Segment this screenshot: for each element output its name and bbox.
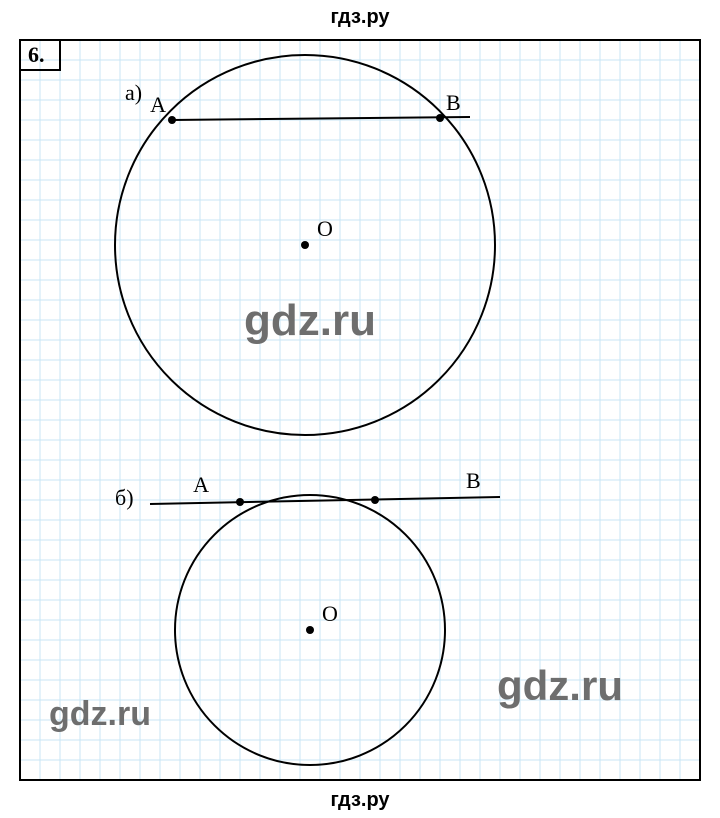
- intersection-2-b: [371, 496, 379, 504]
- watermark-a: gdz.ru: [244, 296, 376, 345]
- header-watermark: гдз.ру: [0, 6, 720, 29]
- label-o-a: O: [317, 216, 333, 241]
- diagram-canvas: 6. а) A B O gdz.ru б) A B O gdz.ru: [0, 0, 720, 818]
- page-root: гдз.ру 6. а) A B O gdz.ru б): [0, 0, 720, 818]
- part-label-a: а): [125, 80, 142, 105]
- label-b-a: B: [446, 90, 461, 115]
- footer-watermark: гдз.ру: [0, 789, 720, 812]
- label-b-b: B: [466, 468, 481, 493]
- diagram-a: а) A B O gdz.ru: [115, 55, 495, 435]
- part-label-b: б): [115, 485, 134, 510]
- task-number-label: 6.: [28, 42, 45, 67]
- label-a-a: A: [150, 92, 166, 117]
- task-number-box: 6.: [20, 40, 60, 70]
- watermark-b-right: gdz.ru: [497, 662, 623, 709]
- label-o-b: O: [322, 601, 338, 626]
- watermark-b-left: gdz.ru: [49, 695, 151, 733]
- intersection-1-b: [236, 498, 244, 506]
- label-a-b: A: [193, 472, 209, 497]
- point-a-a: [168, 116, 176, 124]
- point-b-a: [436, 114, 444, 122]
- center-o-a: [301, 241, 309, 249]
- center-o-b: [306, 626, 314, 634]
